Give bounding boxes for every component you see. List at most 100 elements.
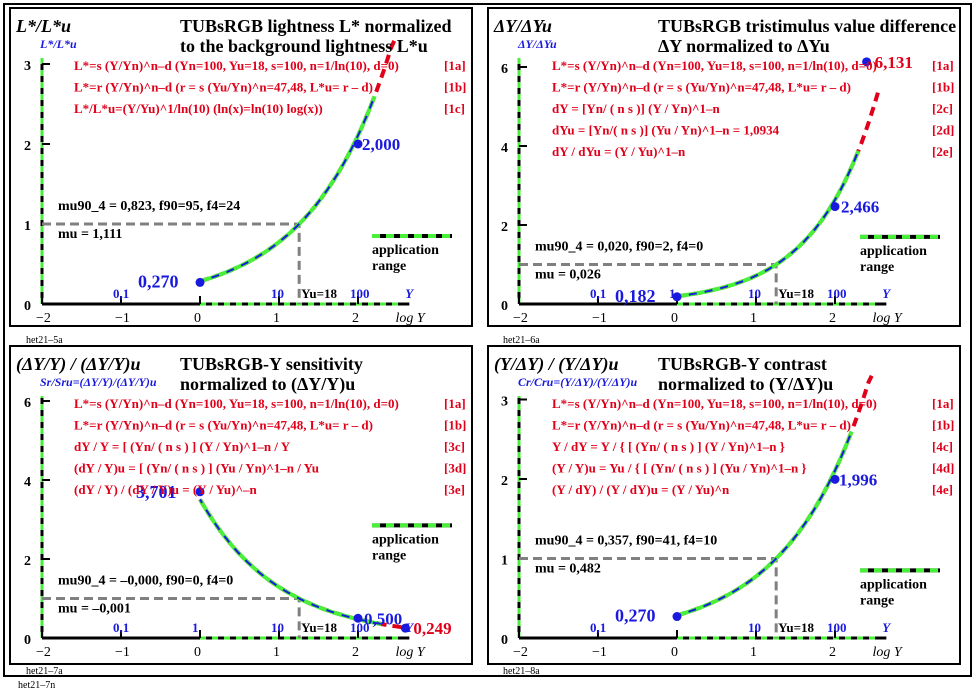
chart-title: TUBsRGB lightness L* normalized (180, 16, 452, 36)
data-point (353, 613, 363, 623)
data-point (672, 612, 682, 622)
x-tick-label: 1 (750, 311, 757, 326)
formula-tag: [3c] (444, 439, 465, 454)
formula-line: L*=s (Y/Yn)^n–d (Yn=100, Yu=18, s=100, n… (552, 396, 877, 411)
x-tick-label: −2 (36, 645, 51, 660)
x-axis-label: log Y (873, 645, 904, 660)
top-tick-label: 1 (669, 286, 676, 301)
formula-line: L*/L*u=(Y/Yu)^1/ln(10) (ln(x)=ln(10) log… (74, 101, 323, 116)
formula-line: L*=r (Y/Yn)^n–d (r = s (Yu/Yn)^n=47,48, … (552, 80, 851, 95)
x-tick-label: −2 (513, 311, 528, 326)
data-point (353, 139, 363, 149)
formula-tag: [3e] (444, 482, 465, 497)
formula-tag: [1a] (444, 396, 466, 411)
formula-line: dY = [Yn/ ( n s )] (Y / Yn)^1–n (552, 101, 720, 116)
x-tick-label: 2 (352, 645, 359, 660)
mu90-annotation: mu90_4 = 0,357, f90=41, f4=10 (535, 534, 717, 549)
range-label: application (860, 577, 927, 592)
y-tick-label: 2 (24, 554, 31, 569)
formula-line: (dY / Y)u = [ (Yn/ ( n s ) ] (Yu / Yn)^1… (74, 461, 319, 476)
formula-tag: [2c] (932, 101, 953, 116)
mu-annotation: mu = 1,111 (58, 227, 122, 242)
end-value-label: 2,000 (362, 135, 400, 154)
top-tick-label: 0,1 (590, 286, 606, 301)
formula-line: (Y / Y)u = Yu / { [ (Yn/ ( n s ) ] (Yu /… (552, 461, 807, 476)
panel-frame (487, 7, 961, 327)
end-value-label: 0,249 (413, 619, 451, 638)
y-tick-label: 0 (24, 299, 31, 314)
data-point (830, 202, 840, 212)
y-tick-label: 1 (501, 554, 508, 569)
y-axis-title: ΔY/ΔYu (493, 16, 552, 36)
y-tick-label: 6 (24, 396, 31, 411)
x-tick-label: −2 (513, 645, 528, 660)
curve-green (198, 498, 382, 626)
formula-tag: [1b] (932, 418, 954, 433)
panel-code: het21–8a (503, 666, 540, 677)
data-point (195, 487, 205, 497)
y-tick-label: 3 (24, 59, 31, 74)
mu90-annotation: mu90_4 = –0,000, f90=0, f4=0 (58, 574, 233, 589)
outer-frame (3, 3, 972, 677)
formula-tag: [1a] (932, 396, 954, 411)
top-tick-label: 100 (827, 286, 847, 301)
y-tick-label: 2 (501, 474, 508, 489)
formula-tag: [4c] (932, 439, 953, 454)
formula-tag: [1a] (444, 58, 466, 73)
x-tick-label: 2 (829, 645, 836, 660)
start-value-label: 0,270 (138, 271, 179, 291)
mid-value-label: 0,500 (364, 609, 402, 628)
y-tick-label: 1 (24, 219, 31, 234)
top-tick-label: 10 (271, 286, 284, 301)
formula-tag: [1b] (444, 418, 466, 433)
chart-panel-4: 0 1 2 3 −2 −1 0 1 2 log Y 0,1 10 Yu=18 100 Y 0,270 1,996… (487, 345, 961, 677)
y-axis-subtitle: L*/L*u (39, 37, 77, 51)
formula-line: Y / dY = Y / { [ (Yn/ ( n s ) ] (Y / Yn)… (552, 439, 785, 454)
top-tick-label: Yu=18 (301, 620, 337, 635)
mu-annotation: mu = –0,001 (58, 602, 131, 617)
x-tick-label: −2 (36, 311, 51, 326)
x-tick-label: −1 (592, 645, 607, 660)
y-tick-label: 0 (24, 633, 31, 648)
top-tick-label: 100 (827, 620, 847, 635)
chart-subtitle: normalized to (Y/ΔY)u (658, 374, 833, 395)
x-tick-label: 0 (194, 645, 201, 660)
curve-blue (199, 498, 382, 625)
formula-tag: [3d] (444, 461, 466, 476)
formula-tag: [2e] (932, 144, 953, 159)
curve-blue (676, 431, 853, 617)
x-tick-label: 0 (194, 311, 201, 326)
data-point (862, 57, 872, 67)
mu90-annotation: mu90_4 = 0,823, f90=95, f4=24 (58, 199, 240, 214)
formula-line: dYu = [Yn/( n s )] (Yu / Yn)^1–n = 1,093… (552, 123, 780, 138)
range-label: application (372, 532, 439, 547)
mu-annotation: mu = 0,026 (535, 268, 601, 283)
top-tick-label: 100 (350, 286, 370, 301)
data-point (195, 277, 205, 287)
top-tick-label: Yu=18 (778, 620, 814, 635)
x-tick-label: 1 (273, 645, 280, 660)
x-tick-label: 2 (352, 311, 359, 326)
start-value-label: 0,182 (615, 286, 656, 306)
top-tick-label: 1 (192, 620, 199, 635)
y-tick-label: 2 (501, 220, 508, 235)
x-tick-label: −1 (115, 645, 130, 660)
panel-frame (9, 7, 473, 327)
top-tick-label: 0,1 (113, 620, 129, 635)
curve-green (199, 95, 377, 284)
formula-tag: [1b] (444, 80, 466, 95)
chart-panel-1: 0 1 2 3 −2 −1 0 1 2 log Y 0,1 10 Yu=18 100 Y 0,270 2,000… (9, 7, 473, 346)
x-tick-label: −1 (115, 311, 130, 326)
x-tick-label: 0 (671, 645, 678, 660)
y-tick-label: 4 (24, 475, 31, 490)
formula-line: L*=s (Y/Yn)^n–d (Yn=100, Yu=18, s=100, n… (552, 58, 877, 73)
formula-tag: [4d] (932, 461, 954, 476)
end-value-label: 6,131 (875, 53, 913, 72)
mu-annotation: mu = 0,482 (535, 562, 601, 577)
formula-line: L*=r (Y/Yn)^n–d (r = s (Yu/Yn)^n=47,48, … (552, 418, 851, 433)
y-tick-label: 3 (501, 395, 508, 410)
y-axis-subtitle: Cr/Cru=(Y/ΔY)/(Y/ΔY)u (518, 375, 638, 389)
x-tick-label: 1 (273, 311, 280, 326)
